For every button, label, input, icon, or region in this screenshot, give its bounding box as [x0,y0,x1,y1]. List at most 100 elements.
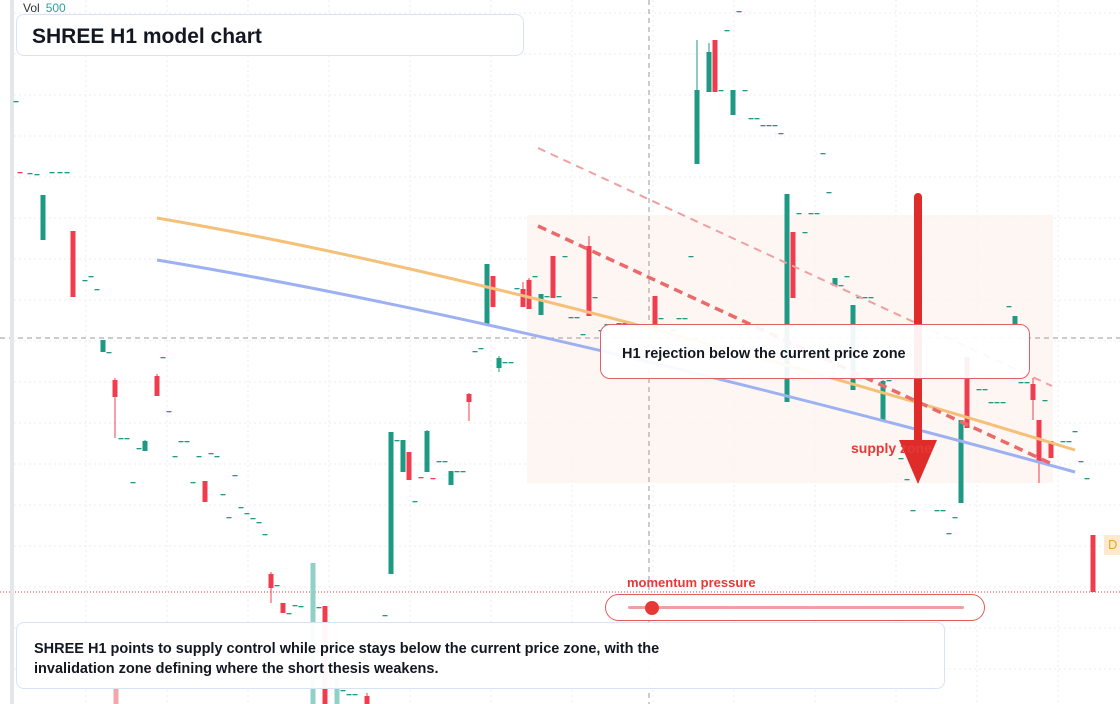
candle-body [202,481,208,502]
candle-doji [724,30,730,32]
candle-doji [244,513,250,515]
candle-doji [94,289,100,291]
candle-doji [49,172,55,174]
candle-doji [160,357,166,359]
candle-doji [994,402,1000,404]
candle-doji [226,517,232,519]
candle-doji [622,323,628,325]
candle-doji [88,276,94,278]
candlestick-series [13,11,1096,704]
candle-doji [568,317,574,319]
candle-body [40,195,46,240]
candle-body [832,278,838,286]
candle-doji [454,471,460,473]
candle-doji [556,296,562,298]
candle-doji [820,153,826,155]
candle-doji [778,133,784,135]
candle-body [712,40,718,92]
candle-doji [17,172,23,174]
candle-body [958,420,964,503]
candle-doji [238,507,244,509]
candle-body [112,380,118,397]
candle-doji [814,213,820,215]
candle-doji [178,441,184,443]
candle-doji [904,479,910,481]
chart-title-panel: SHREE H1 model chart [16,14,524,56]
candle-doji [274,585,280,587]
candle-doji [1066,441,1072,443]
candle-doji [130,482,136,484]
candle-doji [190,482,196,484]
candle-doji [118,438,124,440]
candle-body [388,432,394,574]
candle-doji [316,607,322,609]
candle-doji [214,456,220,458]
candle-doji [250,518,256,520]
candle-doji [232,475,238,477]
candle-body [520,289,526,307]
candle-doji [766,125,772,127]
candle-doji [658,318,664,320]
chart-title: SHREE H1 model chart [32,25,262,48]
candle-body [526,280,532,309]
candle-doji [472,351,478,353]
volume-value: 500 [45,1,66,15]
candle-doji [64,172,70,174]
candle-body [550,256,556,298]
candle-body [400,440,406,472]
candle-body [1012,316,1018,325]
lower-trendline [537,224,1053,466]
candle-body [406,452,412,480]
candle-doji [592,297,598,299]
candle-body [113,688,119,704]
candle-doji [838,285,844,287]
candle-doji [754,118,760,120]
candle-body [484,264,490,325]
volume-label: Vol [23,1,40,15]
candle-doji [910,510,916,512]
candle-doji [862,297,868,299]
candle-body [1030,384,1036,400]
candle-doji [1024,382,1030,384]
candle-doji [682,318,688,320]
candle-doji [886,380,892,382]
candle-body [706,52,712,92]
momentum-knob[interactable] [644,601,659,615]
candle-doji [808,213,814,215]
candle-body [538,294,544,315]
candle-doji [34,174,40,176]
candle-doji [532,276,538,278]
candle-body [880,381,886,420]
candle-body [466,394,472,402]
candle-body [784,194,790,402]
momentum-label: momentum pressure [627,575,756,590]
upper-trendline [537,147,1053,387]
candle-body [364,696,370,704]
candle-doji [748,118,754,120]
candle-doji [1060,441,1066,443]
candle-body [964,357,970,428]
candle-doji [796,213,802,215]
arrow-down-icon [899,193,937,484]
candle-doji [1078,461,1084,463]
candle-doji [340,690,346,692]
candle-doji [1072,431,1078,433]
left-price-scale-edge [10,0,14,704]
candle-doji [136,448,142,450]
candle-doji [382,615,388,617]
candle-doji [106,352,112,354]
candle-doji [412,501,418,503]
candle-doji [184,441,190,443]
candle-doji [760,125,766,127]
candle-doji [676,318,682,320]
candle-doji [718,90,724,92]
candle-doji [262,534,268,536]
candle-body [70,231,76,297]
rejection-callout: H1 rejection below the current price zon… [600,324,1030,379]
momentum-track [628,606,964,609]
momentum-slider[interactable] [605,594,985,621]
candle-doji [688,256,694,258]
candle-doji [286,613,292,615]
candle-body [694,90,700,164]
